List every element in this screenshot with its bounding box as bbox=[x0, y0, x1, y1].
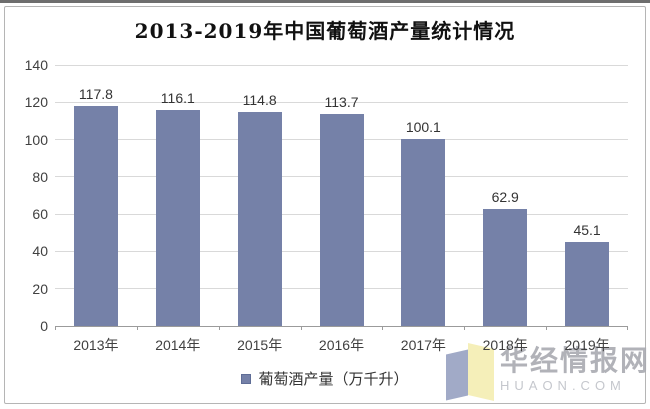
y-axis-tick-label: 0 bbox=[40, 318, 48, 334]
y-axis-tick-label: 80 bbox=[32, 168, 48, 185]
bar-2017年 bbox=[401, 139, 446, 326]
x-axis-label-2013年: 2013年 bbox=[73, 337, 119, 353]
bar-2019年 bbox=[565, 241, 610, 326]
bar-value-label: 114.8 bbox=[242, 91, 277, 108]
y-axis-tick-label: 40 bbox=[32, 243, 48, 260]
x-axis-tick bbox=[55, 326, 56, 330]
legend-marker-icon bbox=[241, 373, 252, 384]
bar-value-label: 62.9 bbox=[491, 188, 519, 205]
x-axis-tick bbox=[300, 326, 302, 330]
legend: 葡萄酒产量（万千升） bbox=[0, 368, 650, 389]
x-axis-tick bbox=[464, 326, 466, 330]
x-axis-label-2014年: 2014年 bbox=[155, 337, 201, 353]
bar-2014年 bbox=[155, 109, 200, 326]
gridline-120 bbox=[55, 101, 628, 103]
x-axis-label-2015年: 2015年 bbox=[237, 337, 283, 353]
y-axis-labels: 140 120 100 80 60 40 20 0 bbox=[12, 57, 48, 334]
chart-title: 2013-2019年中国葡萄酒产量统计情况 bbox=[134, 19, 516, 43]
bar-value-label: 113.7 bbox=[324, 94, 359, 111]
bar-2015年 bbox=[237, 111, 282, 326]
x-axis-tick bbox=[627, 326, 628, 330]
watermark-text: 华经情报网 HUAON.COM bbox=[494, 340, 650, 394]
x-axis-tick bbox=[546, 326, 548, 330]
y-axis-tick-label: 140 bbox=[24, 57, 48, 73]
x-axis-label-2019年: 2019年 bbox=[564, 337, 610, 353]
bar-2013年 bbox=[73, 106, 118, 326]
x-axis-label-2016年: 2016年 bbox=[318, 337, 365, 353]
y-axis-tick-label: 20 bbox=[32, 280, 48, 297]
chart-frame-border bbox=[4, 6, 646, 404]
bar-value-label: 116.1 bbox=[160, 89, 195, 106]
top-divider-line bbox=[0, 0, 650, 3]
x-axis-tick bbox=[218, 326, 220, 330]
x-axis-labels: 2013年 2014年 2015年 2016年 2017年 2018年 2019年 bbox=[55, 335, 628, 355]
x-axis-tick bbox=[382, 326, 384, 330]
x-axis-tick bbox=[136, 326, 138, 330]
watermark-name: 华经情报网 bbox=[500, 345, 650, 376]
x-axis-label-2018年: 2018年 bbox=[482, 337, 528, 353]
gridline-140 bbox=[55, 64, 628, 66]
bar-2018年 bbox=[483, 208, 528, 326]
watermark: 华经情报网 HUAON.COM bbox=[438, 340, 648, 404]
bar-value-label: 45.1 bbox=[573, 221, 601, 238]
watermark-domain: HUAON.COM bbox=[500, 378, 626, 393]
y-axis-tick-label: 120 bbox=[24, 94, 48, 111]
bar-value-label: 100.1 bbox=[405, 119, 441, 136]
x-axis-label-2017年: 2017年 bbox=[400, 337, 446, 353]
gridline-0 bbox=[55, 326, 628, 327]
bar-2016年 bbox=[319, 114, 364, 326]
legend-label: 葡萄酒产量（万千升） bbox=[258, 371, 409, 388]
bar-value-label: 117.8 bbox=[78, 86, 113, 103]
plot-area: 117.8 116.1 114.8 113.7 100.1 62.9 45.1 bbox=[55, 64, 628, 330]
y-axis-tick-label: 60 bbox=[32, 206, 48, 223]
y-axis-tick-label: 100 bbox=[24, 131, 48, 148]
